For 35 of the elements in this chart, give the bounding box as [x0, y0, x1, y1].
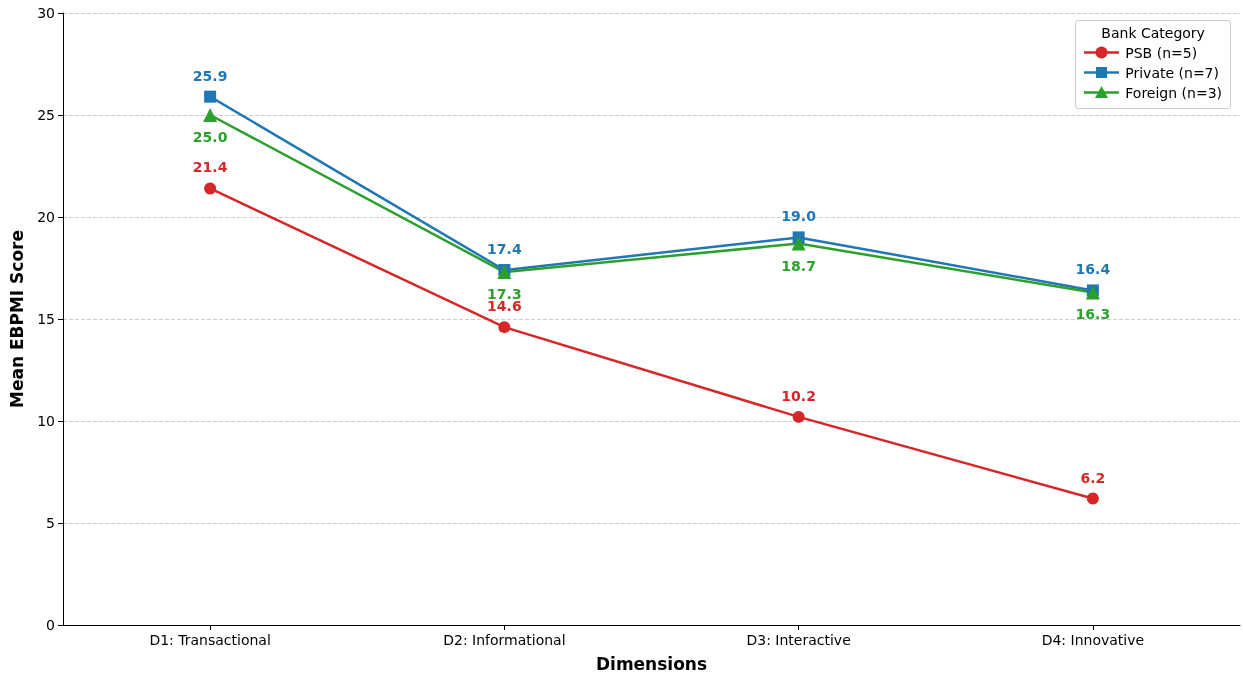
point — [204, 182, 217, 195]
point — [204, 90, 217, 103]
y-tick-label: 5 — [46, 515, 55, 531]
data-label: 10.2 — [781, 387, 816, 404]
y-tick-label: 0 — [46, 617, 55, 633]
legend-label: Foreign (n=3) — [1125, 84, 1222, 101]
point — [1086, 492, 1099, 505]
data-label: 16.4 — [1075, 261, 1111, 278]
x-tick-label: D3: Interactive — [746, 632, 851, 648]
data-label: 21.4 — [192, 159, 228, 176]
x-tick-label: D4: Innovative — [1041, 632, 1145, 648]
x-tick-label: D2: Informational — [443, 632, 566, 648]
data-label: 16.3 — [1075, 306, 1111, 323]
data-label: 6.2 — [1080, 469, 1106, 486]
point — [203, 108, 218, 122]
point — [792, 410, 805, 423]
y-axis-title: Mean EBPMI Score — [6, 229, 27, 409]
legend-label: PSB (n=5) — [1125, 44, 1198, 61]
legend-label: Private (n=7) — [1125, 64, 1219, 81]
point — [791, 236, 806, 251]
data-label: 14.6 — [487, 298, 522, 315]
x-tick-label: D1: Transactional — [149, 632, 271, 648]
y-tick-label: 30 — [37, 5, 55, 21]
data-label: 17.4 — [487, 241, 522, 258]
y-tick-label: 25 — [37, 107, 55, 123]
x-axis-title: Dimensions — [595, 653, 708, 674]
y-tick-label: 10 — [37, 413, 55, 429]
data-label: 18.7 — [781, 257, 816, 274]
legend-title: Bank Category — [1100, 25, 1206, 41]
data-label: 25.9 — [192, 67, 228, 84]
data-label: 25.0 — [192, 129, 228, 145]
y-tick-label: 20 — [37, 209, 55, 225]
data-label: 19.0 — [781, 208, 817, 225]
y-tick-label: 15 — [37, 311, 55, 327]
point — [498, 321, 511, 334]
